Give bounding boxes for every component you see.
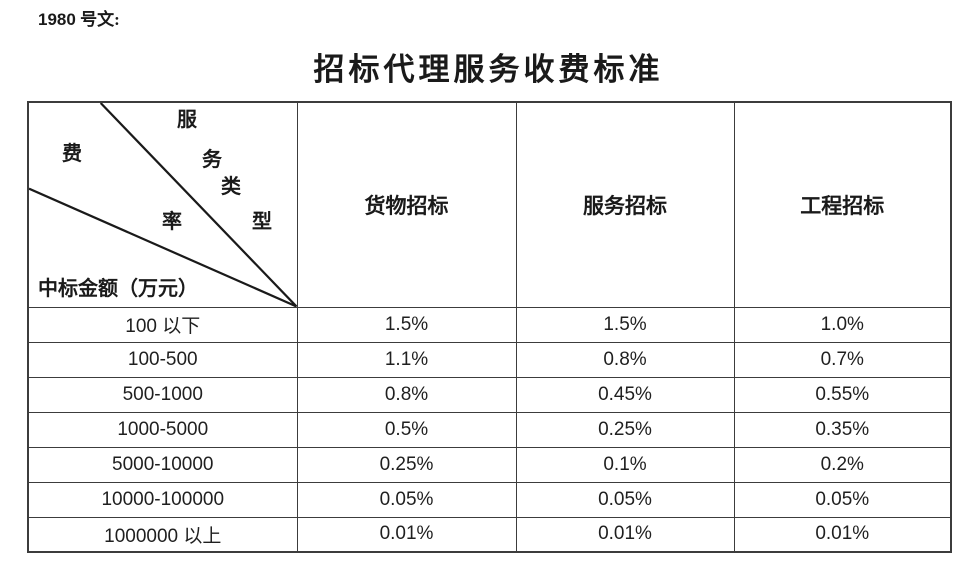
fee-rate-cell: 0.45% [515,376,735,413]
fee-rate-cell: 1.1% [296,341,517,378]
row-label-amount-range: 100 以下 [27,306,298,343]
fee-rate-cell: 0.1% [515,446,735,483]
corner-label-amount: 中标金额（万元） [38,278,198,300]
corner-label-fee-char-2: 率 [162,211,182,233]
column-header-service: 服务招标 [515,101,735,308]
fee-rate-cell: 0.35% [733,411,952,448]
fee-rate-cell: 0.01% [515,516,735,553]
table-header-row: 服 费 务 类 率 型 中标金额（万元） 货物招标 服务招标 工程招标 [27,101,952,308]
diagonal-line-upper [99,103,297,307]
corner-label-service-char-2: 务 [202,149,222,171]
corner-label-service-char-4: 型 [252,211,272,233]
document-number-label: 1980 号文: [38,5,120,30]
fee-rate-cell: 0.05% [296,481,517,518]
fee-standard-table: 服 费 务 类 率 型 中标金额（万元） 货物招标 服务招标 工程招标 100 … [27,101,952,553]
table-row: 1000-5000 0.5% 0.25% 0.35% [27,411,952,448]
row-label-amount-range: 1000-5000 [27,411,298,448]
table-row: 500-1000 0.8% 0.45% 0.55% [27,376,952,413]
table-row: 100 以下 1.5% 1.5% 1.0% [27,306,952,343]
fee-rate-cell: 0.8% [296,376,517,413]
fee-rate-cell: 0.7% [733,341,952,378]
page-title: 招标代理服务收费标准 [313,52,664,87]
fee-rate-cell: 0.05% [515,481,735,518]
fee-rate-cell: 1.5% [296,306,517,343]
diagonal-header-cell: 服 费 务 类 率 型 中标金额（万元） [27,101,298,308]
diagonal-line-lower [29,187,297,307]
document-number: 1980 [38,10,76,29]
row-label-amount-range: 500-1000 [27,376,298,413]
column-header-goods: 货物招标 [296,101,517,308]
corner-label-service-char-3: 类 [221,176,241,198]
table-row: 10000-100000 0.05% 0.05% 0.05% [27,481,952,518]
fee-rate-cell: 0.25% [515,411,735,448]
corner-label-service-char-1: 服 [177,109,197,131]
fee-rate-cell: 1.5% [515,306,735,343]
table-row: 100-500 1.1% 0.8% 0.7% [27,341,952,378]
fee-rate-cell: 0.05% [733,481,952,518]
fee-rate-cell: 0.25% [296,446,517,483]
fee-rate-cell: 0.01% [296,516,517,553]
fee-rate-cell: 0.2% [733,446,952,483]
diagonal-lines [29,103,297,307]
fee-rate-cell: 0.5% [296,411,517,448]
column-header-engineering: 工程招标 [733,101,952,308]
row-label-amount-range: 5000-10000 [27,446,298,483]
fee-table-body: 100 以下 1.5% 1.5% 1.0% 100-500 1.1% 0.8% 0.7% 500… [27,306,952,553]
table-row: 5000-10000 0.25% 0.1% 0.2% [27,446,952,483]
table-row: 1000000 以上 0.01% 0.01% 0.01% [27,516,952,553]
row-label-amount-range: 100-500 [27,341,298,378]
fee-rate-cell: 0.55% [733,376,952,413]
document-number-suffix: 号文: [80,10,120,29]
fee-rate-cell: 0.8% [515,341,735,378]
fee-rate-cell: 0.01% [733,516,952,553]
fee-rate-cell: 1.0% [733,306,952,343]
corner-label-fee-char-1: 费 [62,143,82,165]
row-label-amount-range: 10000-100000 [27,481,298,518]
row-label-amount-range: 1000000 以上 [27,516,298,553]
